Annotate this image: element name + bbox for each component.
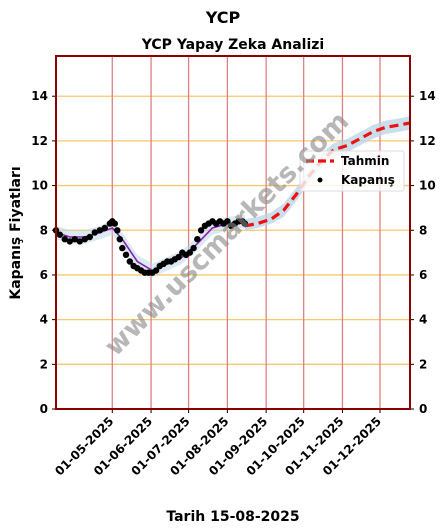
y-tick-label-right: 2 <box>419 357 427 371</box>
closing-price-point <box>152 267 160 274</box>
y-tick-label-left: 10 <box>31 179 48 193</box>
x-axis-label: Tarih 15-08-2025 <box>166 509 299 525</box>
y-tick-label-left: 8 <box>40 223 48 237</box>
chart-subtitle: YCP Yapay Zeka Analizi <box>141 37 324 53</box>
legend-label-forecast: Tahmin <box>341 154 389 168</box>
closing-price-point <box>224 218 231 225</box>
y-tick-label-right: 0 <box>419 402 427 416</box>
y-tick-label-right: 14 <box>419 89 436 103</box>
y-tick-label-left: 12 <box>31 134 48 148</box>
closing-price-point <box>71 236 79 243</box>
closing-price-point <box>96 227 104 234</box>
closing-price-point <box>101 224 109 232</box>
y-axis-label: Kapanış Fiyatları <box>8 166 24 299</box>
closing-price-point <box>194 236 201 243</box>
closing-price-point <box>241 220 249 227</box>
legend-closing-swatch <box>317 177 323 183</box>
y-tick-label-right: 12 <box>419 134 436 148</box>
y-tick-label-left: 2 <box>40 357 48 371</box>
forecast-confidence-band <box>244 116 410 231</box>
closing-price-point <box>186 249 193 256</box>
legend: Tahmin Kapanış <box>299 150 405 192</box>
closing-price-point <box>114 227 121 234</box>
closing-price-point <box>111 220 119 227</box>
plot-frame <box>55 55 411 410</box>
closing-price-point <box>86 233 94 241</box>
y-tick-label-left: 6 <box>40 268 48 282</box>
closing-price-point <box>197 227 205 234</box>
closing-price-point <box>190 244 197 252</box>
y-tick-label-right: 10 <box>419 179 436 193</box>
y-tick-label-left: 4 <box>40 313 48 327</box>
closing-price-point <box>61 236 68 243</box>
y-tick-label-right: 6 <box>419 268 427 282</box>
closing-price-point <box>119 244 126 252</box>
y-tick-label-left: 14 <box>31 89 48 103</box>
closing-price-point <box>122 251 130 258</box>
y-tick-label-left: 0 <box>40 402 48 416</box>
closing-price-point <box>81 236 89 243</box>
y-tick-label-right: 8 <box>419 223 427 237</box>
chart-title: YCP <box>205 8 241 27</box>
closing-price-point <box>175 253 182 261</box>
closing-price-point <box>91 229 99 236</box>
closing-price-point <box>126 258 133 265</box>
closing-price-point <box>116 236 124 243</box>
closing-price-point <box>66 238 74 245</box>
y-tick-label-right: 4 <box>419 313 427 327</box>
closing-price-point <box>56 231 63 238</box>
closing-price-point <box>76 238 84 245</box>
legend-label-closing: Kapanış <box>341 173 395 187</box>
